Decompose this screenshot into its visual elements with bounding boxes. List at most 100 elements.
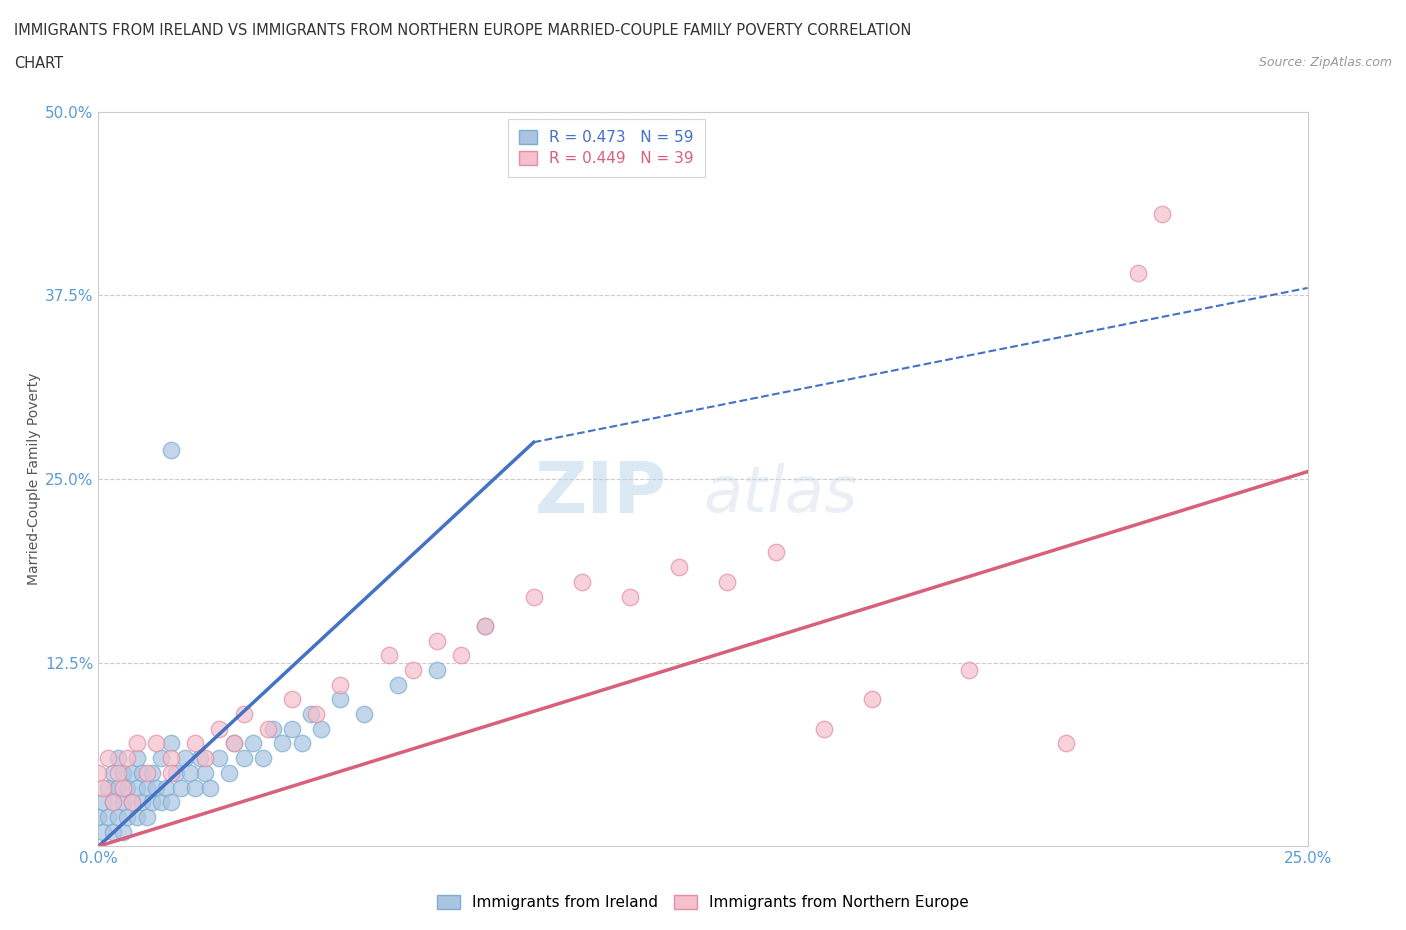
- Point: [353, 707, 375, 722]
- Point: [188, 751, 211, 765]
- Point: [121, 765, 143, 780]
- Point: [474, 618, 496, 633]
- Point: [194, 751, 217, 765]
- Point: [160, 736, 183, 751]
- Point: [1054, 736, 1077, 751]
- Point: [117, 780, 139, 795]
- Point: [174, 751, 197, 765]
- Point: [150, 795, 173, 810]
- Point: [619, 589, 641, 604]
- Point: [101, 795, 124, 810]
- Point: [91, 780, 114, 795]
- Point: [179, 765, 201, 780]
- Point: [97, 780, 120, 795]
- Point: [813, 722, 835, 737]
- Point: [232, 751, 254, 765]
- Point: [450, 648, 472, 663]
- Point: [97, 809, 120, 824]
- Point: [165, 765, 187, 780]
- Point: [290, 736, 312, 751]
- Point: [523, 589, 546, 604]
- Point: [222, 736, 245, 751]
- Point: [271, 736, 294, 751]
- Point: [141, 765, 163, 780]
- Point: [131, 795, 153, 810]
- Point: [87, 809, 110, 824]
- Point: [111, 795, 134, 810]
- Point: [329, 677, 352, 692]
- Point: [208, 722, 231, 737]
- Text: ZIP: ZIP: [534, 459, 666, 528]
- Point: [141, 795, 163, 810]
- Point: [426, 633, 449, 648]
- Point: [1128, 266, 1150, 281]
- Point: [474, 618, 496, 633]
- Point: [329, 692, 352, 707]
- Point: [252, 751, 274, 765]
- Point: [145, 736, 167, 751]
- Point: [668, 560, 690, 575]
- Point: [97, 751, 120, 765]
- Point: [145, 780, 167, 795]
- Point: [169, 780, 191, 795]
- Point: [101, 824, 124, 839]
- Text: CHART: CHART: [14, 56, 63, 71]
- Point: [101, 795, 124, 810]
- Point: [135, 809, 157, 824]
- Point: [155, 780, 177, 795]
- Point: [160, 765, 183, 780]
- Point: [957, 662, 980, 677]
- Point: [426, 662, 449, 677]
- Point: [111, 780, 134, 795]
- Point: [107, 765, 129, 780]
- Point: [127, 809, 149, 824]
- Point: [299, 707, 322, 722]
- Point: [208, 751, 231, 765]
- Point: [135, 780, 157, 795]
- Point: [256, 722, 278, 737]
- Point: [184, 736, 207, 751]
- Point: [107, 780, 129, 795]
- Point: [218, 765, 240, 780]
- Point: [150, 751, 173, 765]
- Point: [127, 736, 149, 751]
- Point: [127, 751, 149, 765]
- Point: [716, 575, 738, 590]
- Point: [1152, 207, 1174, 222]
- Text: IMMIGRANTS FROM IRELAND VS IMMIGRANTS FROM NORTHERN EUROPE MARRIED-COUPLE FAMILY: IMMIGRANTS FROM IRELAND VS IMMIGRANTS FR…: [14, 23, 911, 38]
- Point: [87, 765, 110, 780]
- Y-axis label: Married-Couple Family Poverty: Married-Couple Family Poverty: [27, 373, 41, 585]
- Point: [131, 765, 153, 780]
- Point: [121, 795, 143, 810]
- Point: [91, 795, 114, 810]
- Point: [160, 795, 183, 810]
- Point: [184, 780, 207, 795]
- Point: [117, 751, 139, 765]
- Point: [117, 809, 139, 824]
- Text: Source: ZipAtlas.com: Source: ZipAtlas.com: [1258, 56, 1392, 69]
- Point: [281, 722, 304, 737]
- Point: [309, 722, 332, 737]
- Point: [232, 707, 254, 722]
- Point: [198, 780, 221, 795]
- Point: [305, 707, 328, 722]
- Point: [242, 736, 264, 751]
- Text: atlas: atlas: [703, 462, 858, 525]
- Point: [111, 824, 134, 839]
- Point: [281, 692, 304, 707]
- Point: [127, 780, 149, 795]
- Point: [765, 545, 787, 560]
- Point: [262, 722, 284, 737]
- Point: [571, 575, 593, 590]
- Point: [121, 795, 143, 810]
- Point: [222, 736, 245, 751]
- Point: [111, 765, 134, 780]
- Point: [377, 648, 399, 663]
- Point: [160, 751, 183, 765]
- Point: [402, 662, 425, 677]
- Point: [107, 809, 129, 824]
- Point: [135, 765, 157, 780]
- Legend: Immigrants from Ireland, Immigrants from Northern Europe: Immigrants from Ireland, Immigrants from…: [430, 887, 976, 918]
- Point: [107, 751, 129, 765]
- Point: [101, 765, 124, 780]
